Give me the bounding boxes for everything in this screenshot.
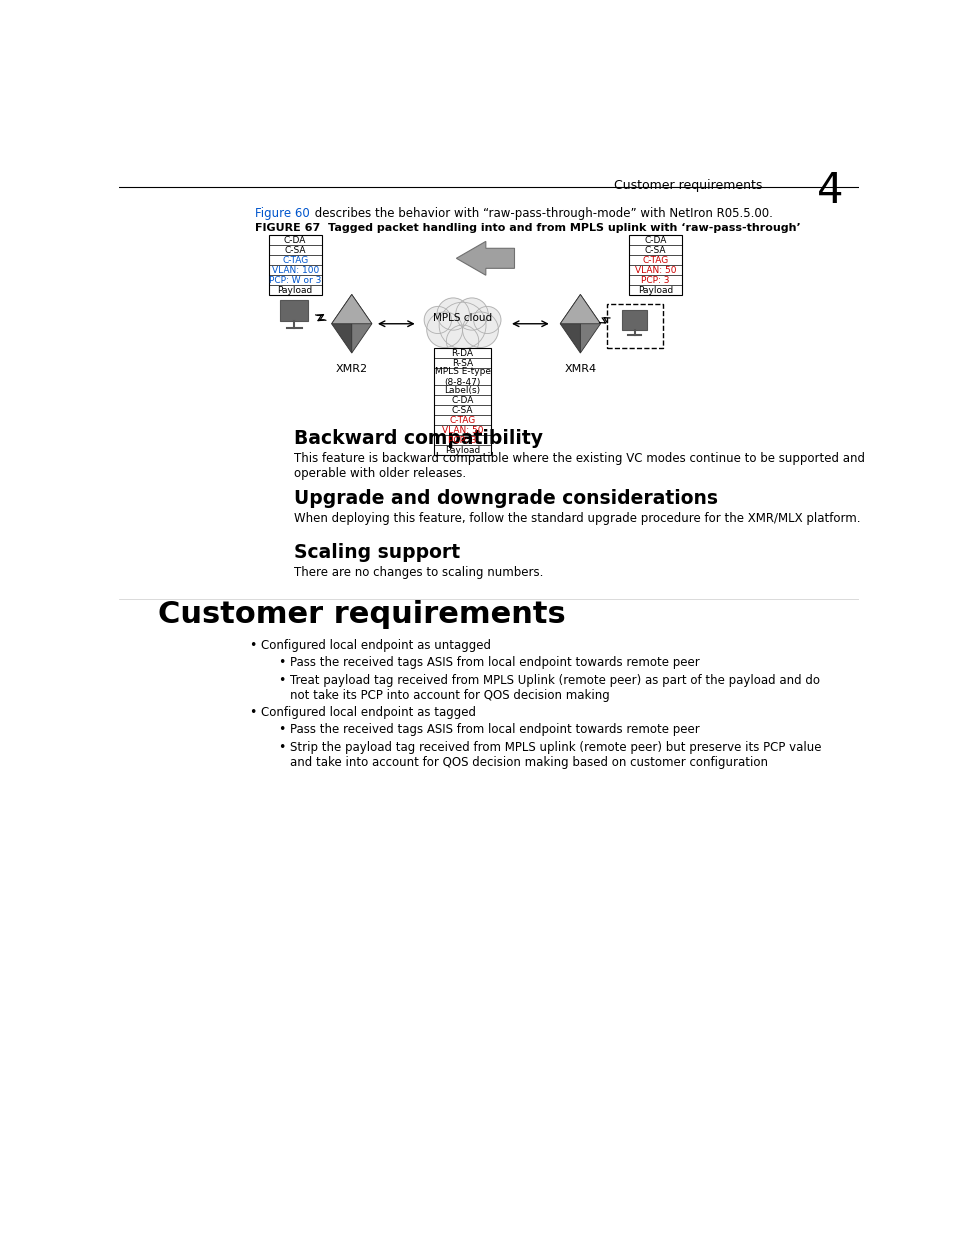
Circle shape xyxy=(456,298,488,330)
Text: VLAN: 100: VLAN: 100 xyxy=(272,266,318,274)
Text: C-SA: C-SA xyxy=(644,246,665,254)
Text: VLAN: 50: VLAN: 50 xyxy=(634,266,676,274)
Text: R-SA: R-SA xyxy=(452,359,473,368)
Polygon shape xyxy=(332,294,372,324)
Text: VLAN: 50: VLAN: 50 xyxy=(441,426,483,435)
Text: 4: 4 xyxy=(816,169,842,211)
Text: Pass the received tags ASIS from local endpoint towards remote peer: Pass the received tags ASIS from local e… xyxy=(290,724,699,736)
Text: There are no changes to scaling numbers.: There are no changes to scaling numbers. xyxy=(294,567,542,579)
Text: •: • xyxy=(249,638,256,652)
Text: Customer requirements: Customer requirements xyxy=(158,600,565,629)
FancyArrow shape xyxy=(456,241,514,275)
Text: XMR2: XMR2 xyxy=(335,364,368,374)
Text: C-SA: C-SA xyxy=(284,246,306,254)
Bar xyxy=(606,304,661,348)
Text: Payload: Payload xyxy=(277,285,313,295)
Text: Label(s): Label(s) xyxy=(444,385,480,395)
Text: FIGURE 67  Tagged packet handling into and from MPLS uplink with ‘raw-pass-throu: FIGURE 67 Tagged packet handling into an… xyxy=(254,222,800,233)
Text: Payload: Payload xyxy=(444,446,479,454)
Text: Figure 60: Figure 60 xyxy=(254,207,310,221)
Text: XMR4: XMR4 xyxy=(564,364,596,374)
Polygon shape xyxy=(559,294,599,324)
Polygon shape xyxy=(579,294,599,353)
Text: C-TAG: C-TAG xyxy=(449,416,476,425)
Text: •: • xyxy=(249,705,256,719)
Bar xyxy=(269,235,321,295)
Bar xyxy=(434,348,491,456)
Text: Customer requirements: Customer requirements xyxy=(613,179,761,191)
Bar xyxy=(280,300,308,321)
Text: Upgrade and downgrade considerations: Upgrade and downgrade considerations xyxy=(294,489,717,508)
Text: Scaling support: Scaling support xyxy=(294,543,459,562)
Text: •: • xyxy=(278,741,285,755)
Text: MPLS cloud: MPLS cloud xyxy=(433,314,492,324)
Text: C-SA: C-SA xyxy=(452,406,473,415)
Circle shape xyxy=(436,298,469,330)
Text: Pass the received tags ASIS from local endpoint towards remote peer: Pass the received tags ASIS from local e… xyxy=(290,656,699,669)
Circle shape xyxy=(462,312,497,347)
Circle shape xyxy=(424,306,451,333)
Text: This feature is backward compatible where the existing VC modes continue to be s: This feature is backward compatible wher… xyxy=(294,452,863,480)
Text: Payload: Payload xyxy=(638,285,673,295)
Circle shape xyxy=(426,312,462,347)
Text: R-DA: R-DA xyxy=(451,350,473,358)
Text: C-TAG: C-TAG xyxy=(282,256,308,264)
Text: Strip the payload tag received from MPLS uplink (remote peer) but preserve its P: Strip the payload tag received from MPLS… xyxy=(290,741,821,769)
Text: C-DA: C-DA xyxy=(284,236,306,245)
Text: Configured local endpoint as tagged: Configured local endpoint as tagged xyxy=(261,705,476,719)
Text: C-DA: C-DA xyxy=(643,236,666,245)
Text: PCP: 3: PCP: 3 xyxy=(640,275,669,285)
Circle shape xyxy=(438,303,485,348)
Text: Configured local endpoint as untagged: Configured local endpoint as untagged xyxy=(261,638,491,652)
Polygon shape xyxy=(559,294,579,353)
Text: Treat payload tag received from MPLS Uplink (remote peer) as part of the payload: Treat payload tag received from MPLS Upl… xyxy=(290,674,819,703)
Circle shape xyxy=(446,325,478,357)
Text: When deploying this feature, follow the standard upgrade procedure for the XMR/M: When deploying this feature, follow the … xyxy=(294,511,860,525)
Text: •: • xyxy=(278,674,285,687)
Text: Backward compatibility: Backward compatibility xyxy=(294,430,542,448)
Text: PCP: 3: PCP: 3 xyxy=(448,436,476,445)
Polygon shape xyxy=(352,294,372,353)
Polygon shape xyxy=(332,294,352,353)
Text: C-DA: C-DA xyxy=(451,396,474,405)
Bar xyxy=(621,310,646,330)
Text: •: • xyxy=(278,724,285,736)
Text: PCP: W or 3: PCP: W or 3 xyxy=(269,275,321,285)
Text: MPLS E-type
(8-8-47): MPLS E-type (8-8-47) xyxy=(435,367,490,387)
Circle shape xyxy=(473,306,500,333)
Text: C-TAG: C-TAG xyxy=(641,256,668,264)
Text: describes the behavior with “raw-pass-through-mode” with NetIron R05.5.00.: describes the behavior with “raw-pass-th… xyxy=(311,207,773,221)
Bar xyxy=(629,235,681,295)
Text: •: • xyxy=(278,656,285,669)
